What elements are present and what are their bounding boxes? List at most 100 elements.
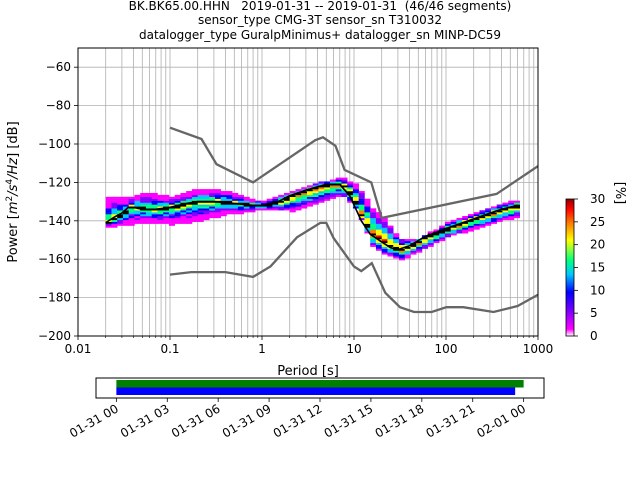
psd-cell (122, 210, 129, 213)
psd-cell (462, 229, 469, 232)
psd-cell (456, 219, 463, 222)
psd-cell (381, 246, 388, 249)
psd-cell (490, 206, 497, 209)
psd-cell (312, 194, 319, 197)
psd-cell (111, 200, 118, 203)
psd-cell (289, 191, 296, 194)
psd-cell (450, 231, 457, 234)
psd-cell (111, 206, 118, 209)
psd-cell (398, 242, 405, 245)
timeline-bars (116, 380, 524, 395)
psd-cell (427, 240, 434, 244)
psd-cell (352, 185, 359, 188)
psd-cell (502, 217, 509, 221)
psd-cell (467, 219, 474, 222)
psd-cell (157, 200, 164, 203)
psd-cell (145, 221, 152, 224)
psd-cell (191, 198, 198, 201)
psd-cell (329, 194, 336, 197)
psd-cell (502, 214, 509, 217)
psd-cell (370, 216, 377, 219)
psd-cell (232, 212, 239, 215)
psd-cell (410, 248, 417, 251)
psd-cell (209, 204, 216, 207)
y-tick-label: −200 (38, 329, 71, 343)
psd-cell (433, 235, 440, 238)
psd-cell (416, 248, 423, 251)
psd-cell (283, 194, 290, 197)
psd-cell (381, 231, 388, 234)
psd-cell (358, 210, 365, 213)
psd-cell (387, 240, 394, 244)
psd-cell (444, 225, 451, 228)
psd-cell (214, 206, 221, 209)
psd-cell (168, 214, 175, 217)
psd-cell (358, 200, 365, 203)
psd-cell (306, 198, 313, 201)
psd-cell (370, 212, 377, 215)
psd-cell (513, 202, 520, 205)
psd-cell (364, 223, 371, 226)
psd-cell (203, 198, 210, 201)
psd-cell (283, 192, 290, 196)
psd-cell (117, 202, 124, 205)
psd-cell (272, 202, 279, 205)
psd-cell (387, 254, 394, 257)
psd-cell (439, 233, 446, 236)
psd-cell (180, 198, 187, 201)
psd-cell (513, 206, 520, 209)
psd-cell (266, 204, 273, 207)
psd-cell (278, 202, 285, 205)
psd-cell (197, 214, 204, 217)
psd-cell (209, 216, 216, 219)
psd-cell (111, 208, 118, 211)
psd-cell (255, 200, 262, 203)
psd-cell (237, 198, 244, 201)
psd-cell (462, 217, 469, 221)
psd-cell (272, 206, 279, 209)
psd-cell (209, 196, 216, 199)
psd-cell (456, 231, 463, 234)
psd-cell (111, 219, 118, 222)
psd-cell (347, 198, 354, 201)
psd-cell (128, 212, 135, 215)
psd-cell (140, 206, 147, 209)
psd-cell (168, 217, 175, 221)
psd-cell (479, 223, 486, 226)
psd-cell (128, 219, 135, 222)
psd-cell (347, 192, 354, 196)
psd-cell (375, 233, 382, 236)
psd-cell (140, 219, 147, 222)
psd-cell (203, 217, 210, 221)
psd-cell (145, 196, 152, 199)
psd-cell (191, 189, 198, 192)
psd-cell (122, 206, 129, 209)
psd-cell (134, 198, 141, 201)
psd-cell (508, 200, 515, 203)
psd-cell (180, 196, 187, 199)
psd-cell (260, 202, 267, 205)
psd-cell (145, 214, 152, 217)
psd-cell (318, 189, 325, 192)
psd-cell (370, 227, 377, 230)
psd-cell (370, 244, 377, 247)
psd-cell (352, 196, 359, 199)
psd-cell (375, 235, 382, 238)
psd-cell (174, 200, 181, 203)
psd-cell (387, 225, 394, 228)
psd-cell (186, 191, 193, 194)
psd-cell (496, 210, 503, 213)
psd-cell (186, 221, 193, 224)
psd-cell (341, 194, 348, 197)
psd-cell (157, 212, 164, 215)
psd-cell (214, 191, 221, 194)
psd-cell (450, 227, 457, 230)
psd-cell (232, 206, 239, 209)
psd-cell (341, 185, 348, 188)
psd-cell (473, 212, 480, 215)
psd-cell (260, 200, 267, 203)
psd-cell (370, 223, 377, 226)
psd-cell (105, 214, 112, 217)
psd-cell (485, 216, 492, 219)
